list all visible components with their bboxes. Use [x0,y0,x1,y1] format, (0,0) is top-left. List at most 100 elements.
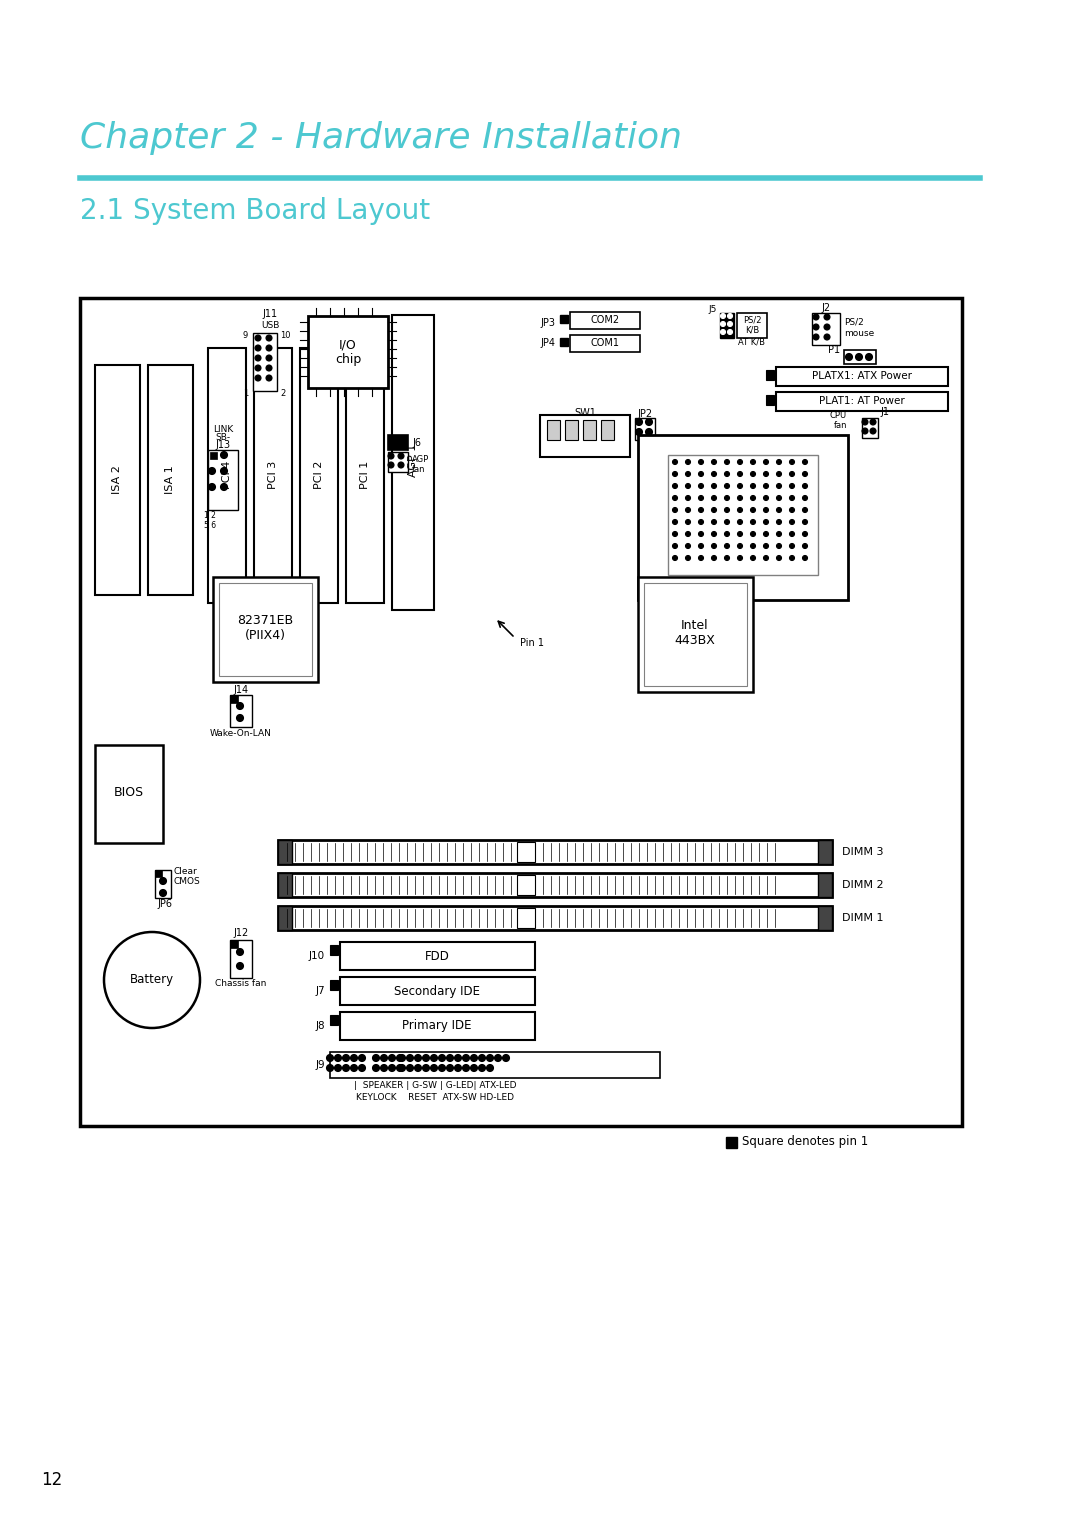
Circle shape [764,543,769,549]
Bar [230,696,252,726]
Circle shape [104,933,200,1027]
Circle shape [635,428,643,436]
Circle shape [699,471,703,477]
Bar [210,453,217,459]
Circle shape [160,878,166,884]
Circle shape [220,483,228,491]
Circle shape [751,508,756,512]
Circle shape [738,543,743,549]
Circle shape [725,495,729,500]
Circle shape [725,520,729,524]
Circle shape [789,483,795,488]
Text: COM1: COM1 [591,338,620,349]
Circle shape [738,520,743,524]
Text: J10: J10 [309,951,325,962]
Circle shape [764,460,769,465]
Circle shape [855,353,863,361]
Bar [644,583,747,687]
Circle shape [712,460,716,465]
Bar [517,875,535,894]
Circle shape [789,460,795,465]
Circle shape [486,1055,494,1061]
Circle shape [720,313,726,318]
Circle shape [255,375,261,381]
Circle shape [725,460,729,465]
Text: DIMM 2: DIMM 2 [842,881,883,890]
Bar [346,349,384,602]
Circle shape [335,1064,341,1072]
Bar [635,417,654,440]
Circle shape [813,333,819,339]
Text: 1 2: 1 2 [204,511,216,520]
Text: Chapter 2 - Hardware Installation: Chapter 2 - Hardware Installation [80,121,681,154]
Text: PS/2: PS/2 [843,318,864,327]
Circle shape [342,1064,350,1072]
Circle shape [764,471,769,477]
Circle shape [699,483,703,488]
Text: JP4: JP4 [540,338,555,349]
Circle shape [388,453,394,459]
Circle shape [686,532,690,537]
Bar [570,312,640,329]
Text: PLAT1: AT Power: PLAT1: AT Power [819,396,905,407]
Bar [818,907,832,930]
Circle shape [422,1064,430,1072]
Circle shape [728,321,732,327]
Circle shape [846,353,852,361]
Text: USB: USB [260,321,280,330]
Text: DIMM 1: DIMM 1 [842,913,883,924]
Text: PCI 2: PCI 2 [314,460,324,489]
Circle shape [824,313,831,320]
Circle shape [720,321,726,327]
Circle shape [725,543,729,549]
Circle shape [764,520,769,524]
Circle shape [764,483,769,488]
Text: ISA 2: ISA 2 [112,465,122,494]
Text: mouse: mouse [843,329,874,338]
Circle shape [789,555,795,561]
Circle shape [813,313,819,320]
Circle shape [686,520,690,524]
Circle shape [777,555,782,561]
Text: JP6: JP6 [158,899,173,910]
Bar [278,907,292,930]
Circle shape [738,532,743,537]
Circle shape [738,483,743,488]
Circle shape [220,468,228,474]
Circle shape [455,1064,461,1072]
Bar [737,313,767,338]
Circle shape [802,495,808,500]
Circle shape [777,508,782,512]
Circle shape [351,1064,357,1072]
Circle shape [389,1064,395,1072]
Circle shape [865,353,873,361]
Circle shape [686,555,690,561]
Circle shape [255,346,261,352]
Text: Chassis fan: Chassis fan [215,980,267,989]
Circle shape [789,495,795,500]
Circle shape [646,428,652,436]
Circle shape [686,508,690,512]
Text: 9: 9 [243,330,248,339]
Circle shape [802,460,808,465]
Bar [278,873,292,898]
Text: ISA 1: ISA 1 [165,466,175,494]
Circle shape [802,555,808,561]
Bar [777,391,948,411]
Circle shape [789,543,795,549]
Circle shape [764,495,769,500]
Text: I/O
chip: I/O chip [335,338,361,365]
Circle shape [777,532,782,537]
Circle shape [712,483,716,488]
Circle shape [777,495,782,500]
Circle shape [255,365,261,372]
Bar [330,945,338,956]
Circle shape [777,471,782,477]
Circle shape [673,460,677,465]
Circle shape [862,419,868,425]
Text: PLATX1: ATX Power: PLATX1: ATX Power [812,372,912,381]
Circle shape [471,1055,477,1061]
Bar [253,333,276,391]
Bar [340,1012,535,1040]
Circle shape [699,555,703,561]
